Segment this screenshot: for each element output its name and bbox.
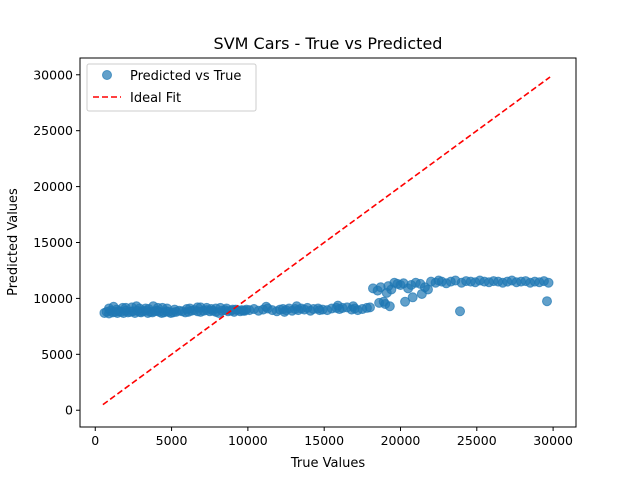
x-axis-ticks: 0 5000 10000 15000 20000 25000 30000 <box>91 427 573 448</box>
scatter-point <box>543 277 554 288</box>
plot-area <box>99 76 554 406</box>
scatter-point <box>169 304 180 315</box>
legend-label-predicted: Predicted vs True <box>130 69 241 84</box>
x-tick-label: 30000 <box>533 433 573 448</box>
scatter-point <box>400 296 411 307</box>
legend-scatter-marker-icon <box>102 70 112 80</box>
legend: Predicted vs True Ideal Fit <box>86 63 257 112</box>
scatter-point <box>332 300 343 311</box>
y-tick-label: 10000 <box>33 291 73 306</box>
scatter-point <box>455 306 466 317</box>
y-tick-label: 25000 <box>33 123 73 138</box>
scatter-point <box>542 296 552 307</box>
scatter-point <box>157 302 168 313</box>
y-tick-label: 0 <box>65 403 73 418</box>
x-tick-label: 10000 <box>228 433 268 448</box>
scatter-point <box>261 301 272 312</box>
scatter-point <box>206 304 217 315</box>
x-tick-label: 15000 <box>304 433 344 448</box>
chart-title: SVM Cars - True vs Predicted <box>214 34 443 53</box>
y-axis-ticks: 0 5000 10000 15000 20000 25000 30000 <box>33 67 80 418</box>
x-tick-label: 0 <box>91 433 99 448</box>
scatter-point <box>348 301 359 312</box>
x-tick-label: 5000 <box>156 433 188 448</box>
scatter-point <box>120 302 131 313</box>
scatter-point <box>314 305 325 316</box>
scatter-point <box>364 302 375 313</box>
x-tick-label: 25000 <box>457 433 497 448</box>
x-tick-label: 20000 <box>381 433 421 448</box>
scatter-point <box>131 301 142 312</box>
y-tick-label: 30000 <box>33 67 73 82</box>
y-tick-label: 5000 <box>41 347 73 362</box>
scatter-point <box>384 301 395 312</box>
legend-box <box>86 63 257 112</box>
scatter-point <box>291 301 302 312</box>
scatter-point <box>407 292 418 303</box>
scatter-point <box>148 301 159 312</box>
y-axis-label: Predicted Values <box>6 188 21 296</box>
scatter-point <box>416 288 427 299</box>
y-tick-label: 20000 <box>33 179 73 194</box>
legend-label-ideal-fit: Ideal Fit <box>130 91 181 106</box>
scatter-point <box>108 301 119 312</box>
ideal-fit-line <box>102 76 551 406</box>
x-axis-label: True Values <box>290 456 365 471</box>
y-tick-label: 15000 <box>33 235 73 250</box>
scatter-point <box>195 302 206 313</box>
scatter-point <box>181 304 192 315</box>
scatter-point <box>215 302 226 313</box>
scatter-point <box>279 306 290 317</box>
